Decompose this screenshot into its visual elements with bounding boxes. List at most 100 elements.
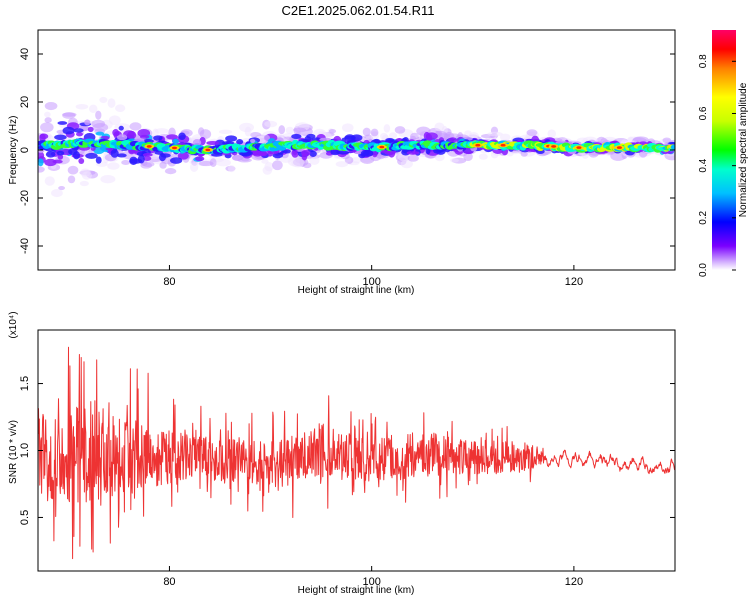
heatmap-x-tick-label: 80	[163, 276, 175, 288]
heatmap-cell	[127, 130, 137, 140]
heatmap-cell	[463, 152, 473, 162]
heatmap-cell	[500, 143, 506, 147]
heatmap-cell	[231, 154, 244, 161]
heatmap-cell	[258, 151, 268, 157]
heatmap-cell	[362, 127, 371, 137]
heatmap-cell	[547, 129, 557, 139]
heatmap-cell	[336, 150, 350, 155]
heatmap-cell	[164, 168, 177, 175]
heatmap-cell	[52, 159, 63, 164]
colorbar-label: Normalized spectral amplitude	[738, 82, 749, 217]
heatmap-y-tick-label: -20	[19, 190, 31, 206]
heatmap-cell	[434, 133, 451, 140]
heatmap-cell	[178, 132, 186, 141]
heatmap-cell	[551, 145, 557, 148]
heatmap-cell	[57, 121, 68, 125]
heatmap-cell	[487, 131, 503, 137]
heatmap-cell	[192, 139, 202, 147]
heatmap-cell	[383, 124, 391, 133]
heatmap-cell	[225, 135, 238, 142]
heatmap-y-axis-label: Frequency (Hz)	[8, 116, 19, 185]
heatmap-cell	[107, 162, 120, 170]
heatmap-cell	[283, 149, 291, 154]
heatmap-cell	[236, 139, 244, 145]
heatmap-cell	[407, 154, 419, 162]
heatmap-cell	[250, 138, 256, 144]
heatmap-cell	[670, 144, 675, 150]
heatmap-cell	[394, 126, 406, 134]
heatmap-cell	[142, 152, 153, 157]
heatmap-cell	[110, 149, 119, 158]
heatmap-cell	[67, 165, 79, 175]
snr-y-tick-label: 0.5	[19, 510, 31, 525]
heatmap-cell	[99, 96, 108, 104]
snr-x-tick-label: 100	[362, 576, 380, 588]
heatmap-cell	[302, 162, 312, 169]
heatmap-cell	[79, 180, 89, 187]
heatmap-cell	[379, 145, 385, 149]
heatmap-cell	[85, 152, 98, 159]
heatmap-cell	[68, 148, 78, 156]
heatmap-cell	[380, 132, 388, 140]
heatmap-marks	[38, 96, 675, 198]
heatmap-cell	[475, 143, 481, 147]
heatmap-x-axis: 80 100 120	[163, 265, 583, 288]
heatmap-cell	[166, 134, 178, 140]
heatmap-cell	[272, 160, 283, 171]
chart-title: C2E1.2025.062.01.54.R11	[282, 3, 435, 18]
heatmap-cell	[100, 175, 116, 184]
snr-x-tick-label: 120	[565, 576, 583, 588]
snr-x-axis: 80 100 120	[163, 566, 583, 588]
heatmap-cell	[370, 128, 379, 137]
heatmap-cell	[95, 131, 105, 136]
colorbar-axis: 0.0 0.2 0.4 0.6 0.8	[698, 54, 736, 277]
heatmap-cell	[520, 151, 528, 157]
heatmap-cell	[449, 158, 459, 163]
heatmap-cell	[344, 134, 356, 142]
heatmap-y-tick-label: 20	[19, 96, 31, 108]
heatmap-cell	[434, 122, 445, 132]
snr-y-tick-label: 1.5	[19, 376, 31, 391]
heatmap-cell	[172, 146, 177, 150]
heatmap-cell	[177, 152, 189, 160]
heatmap-y-tick-label: 40	[19, 48, 31, 60]
heatmap-cell	[328, 129, 337, 134]
heatmap-x-tick-label: 120	[565, 276, 583, 288]
heatmap-cell	[118, 125, 124, 131]
heatmap-x-axis-label: Height of straight line (km)	[298, 285, 415, 296]
heatmap-y-tick-label: -40	[19, 238, 31, 254]
heatmap-cell	[206, 140, 220, 145]
heatmap-cell	[75, 132, 83, 137]
heatmap-cell	[40, 122, 54, 133]
heatmap-cell	[291, 133, 302, 140]
colorbar-tick-label: 0.6	[698, 106, 709, 120]
heatmap-cell	[39, 133, 46, 142]
snr-y-axis: 0.5 1.0 1.5	[19, 376, 675, 525]
heatmap-cell	[129, 122, 142, 131]
heatmap-cell	[95, 110, 102, 120]
heatmap-cell	[58, 186, 66, 191]
heatmap-cell	[38, 166, 45, 173]
snr-x-axis-label: Height of straight line (km)	[298, 585, 415, 596]
heatmap-cell	[54, 134, 67, 141]
heatmap-cell	[143, 156, 152, 161]
heatmap-cell	[448, 137, 457, 143]
snr-y-axis-label: SNR (10 * v/v)	[8, 420, 19, 484]
heatmap-cell	[406, 150, 420, 155]
snr-x-tick-label: 80	[163, 576, 175, 588]
heatmap-cell	[44, 111, 51, 118]
heatmap-cell	[189, 162, 199, 172]
heatmap-cell	[293, 127, 307, 133]
heatmap-cell	[87, 126, 94, 133]
heatmap-cell	[56, 150, 65, 156]
heatmap-cell	[170, 157, 183, 164]
heatmap-cell	[285, 126, 294, 135]
heatmap-cell	[291, 158, 305, 168]
heatmap-cell	[38, 158, 44, 167]
heatmap-cell	[95, 156, 102, 164]
heatmap-cell	[79, 168, 91, 177]
heatmap-cell	[67, 175, 76, 184]
heatmap-cell	[264, 161, 274, 172]
colorbar-tick-label: 0.4	[698, 158, 709, 172]
heatmap-cell	[172, 138, 179, 145]
